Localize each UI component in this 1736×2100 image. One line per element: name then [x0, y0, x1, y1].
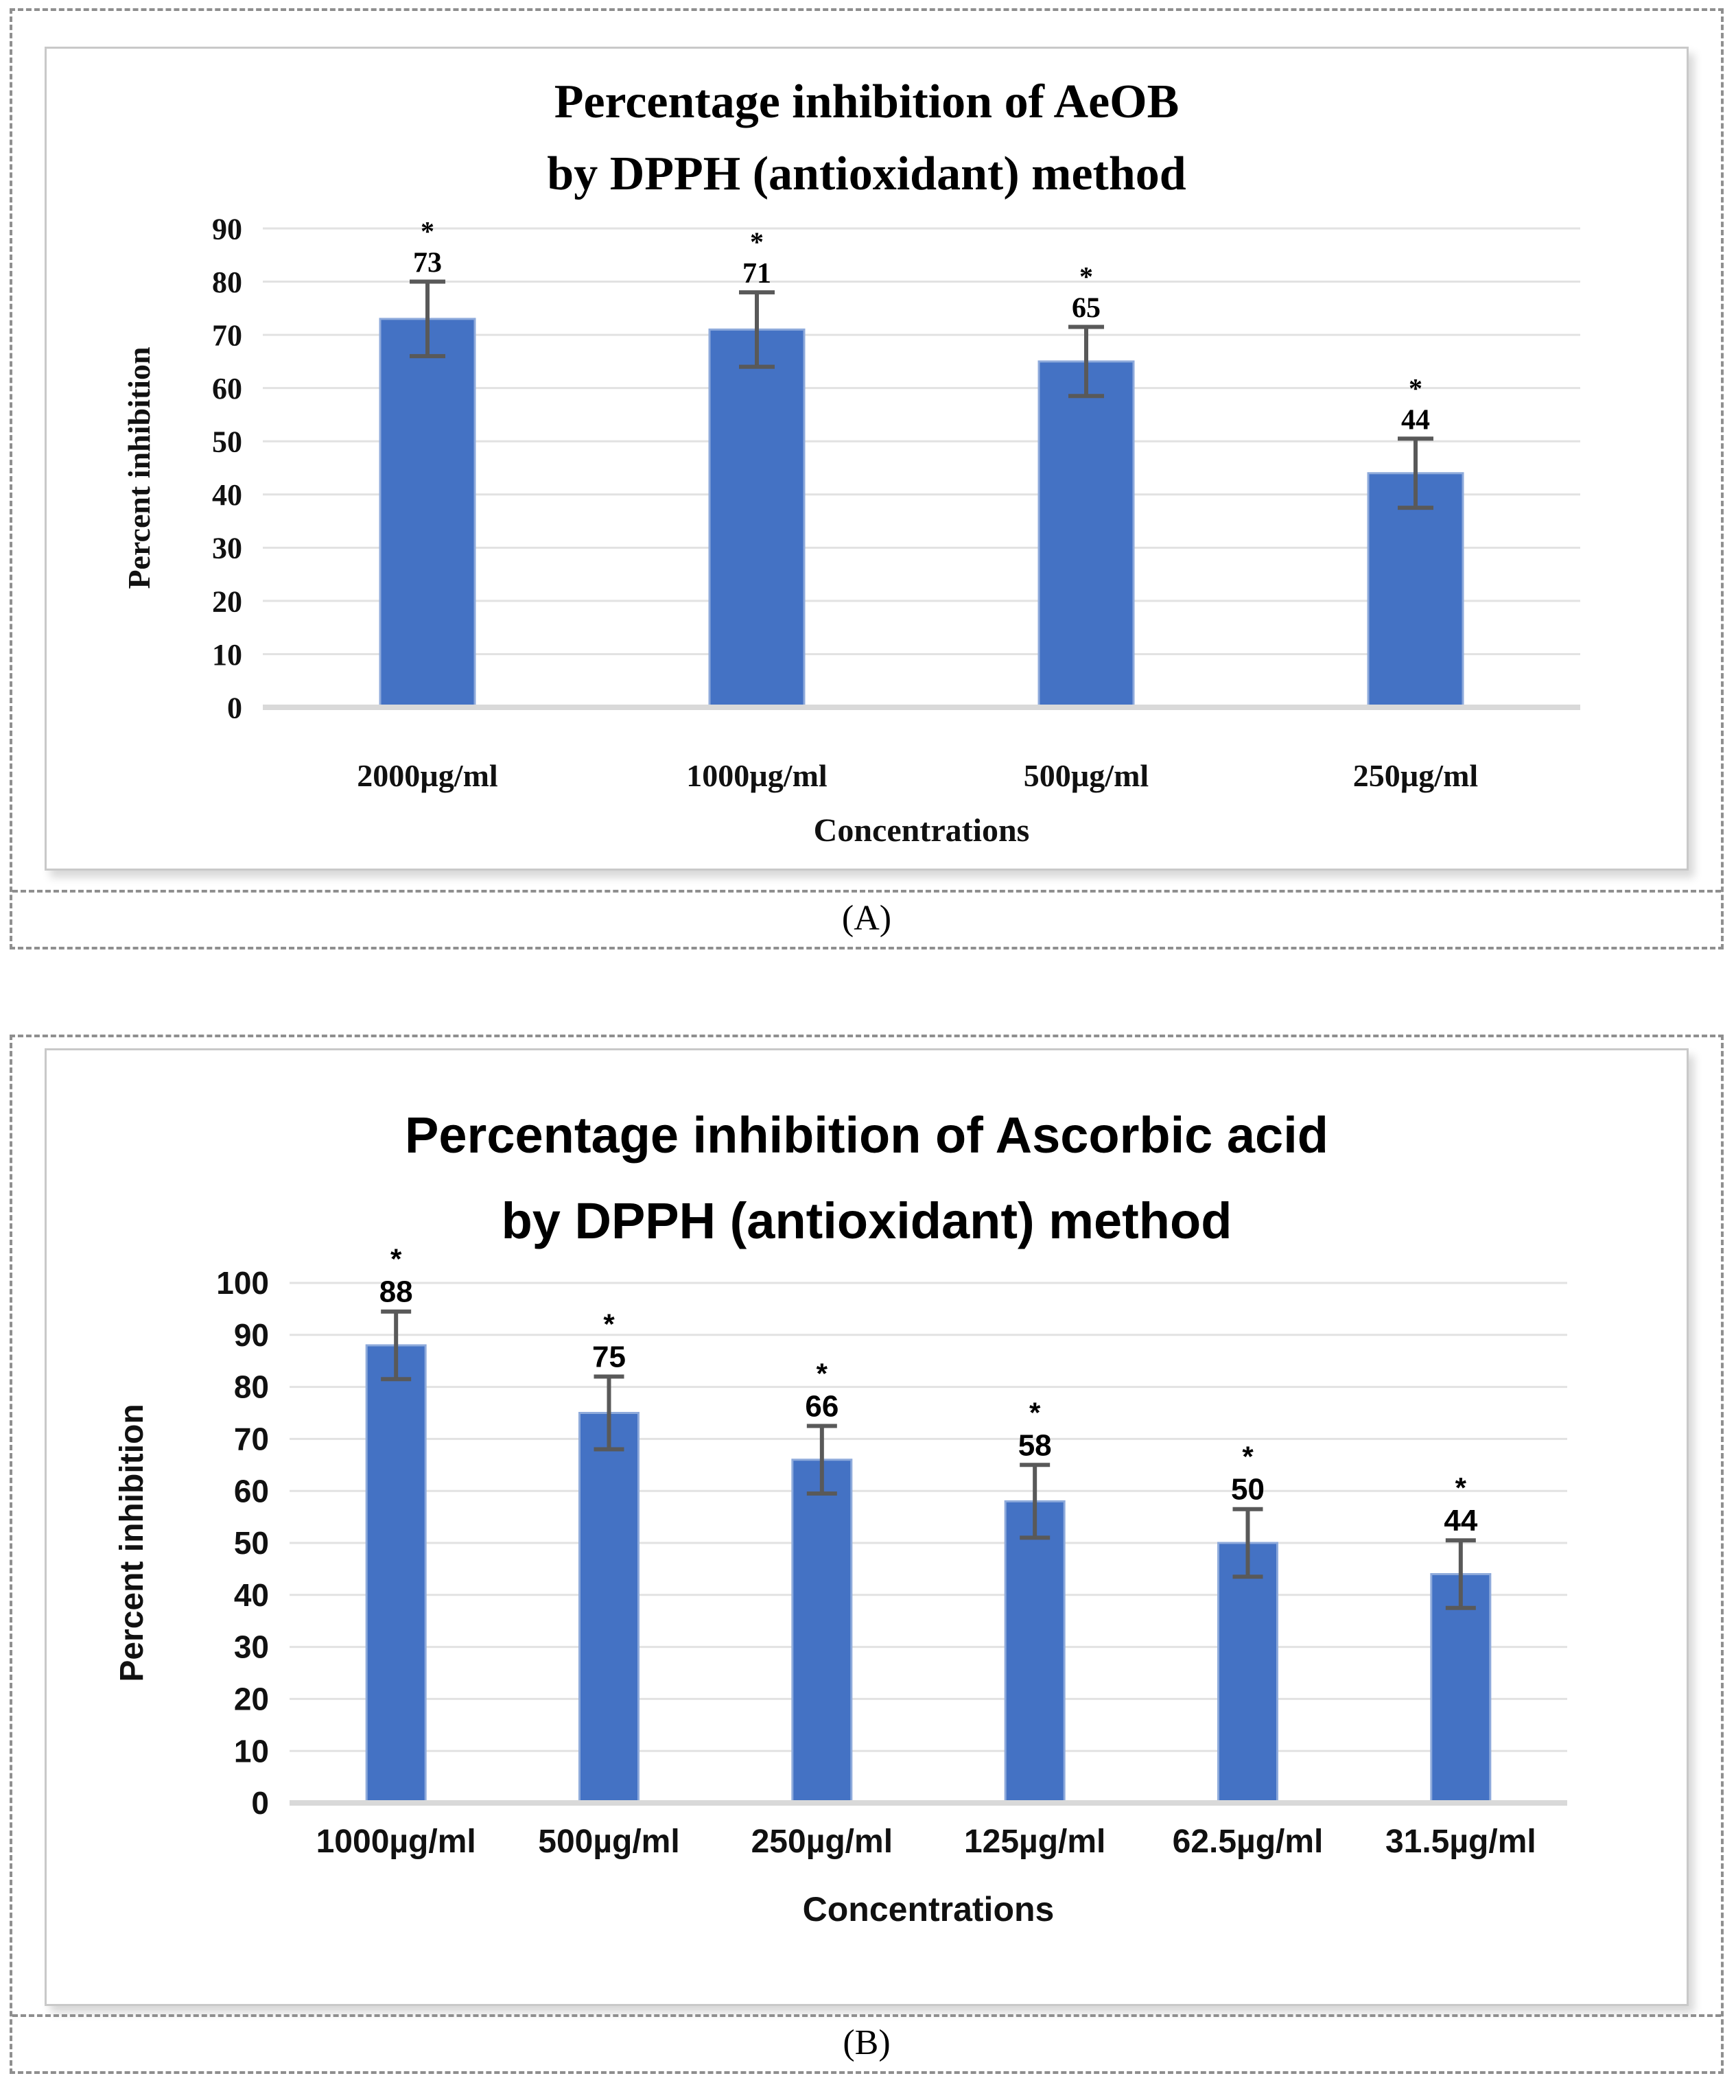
significance-marker: * [1029, 1396, 1041, 1428]
y-tick-label: 40 [234, 1577, 269, 1613]
y-tick-label: 60 [234, 1473, 269, 1509]
y-tick-label: 50 [212, 425, 242, 459]
x-axis-title: Concentrations [814, 812, 1030, 849]
bar-value-label: 71 [742, 258, 771, 290]
bar [379, 318, 476, 709]
x-tick-label: 31.5µg/ml [1385, 1824, 1536, 1860]
chart-title-line2: by DPPH (antioxidant) method [502, 1192, 1232, 1249]
y-tick-label: 90 [234, 1317, 269, 1353]
x-tick-label: 500µg/ml [538, 1824, 679, 1860]
chart-a-panel: Percentage inhibition of AeOB by DPPH (an… [45, 47, 1689, 871]
x-tick-label: 62.5µg/ml [1173, 1824, 1324, 1860]
x-tick-label: 2000µg/ml [357, 758, 497, 793]
bar [1430, 1572, 1492, 1804]
bar-value-label: 58 [1018, 1428, 1052, 1462]
x-tick-label: 250µg/ml [751, 1824, 893, 1860]
significance-marker: * [1079, 261, 1093, 292]
y-tick-label: 20 [212, 585, 242, 618]
chart-title-line2: by DPPH (antioxidant) method [547, 148, 1186, 200]
y-tick-label: 70 [212, 319, 242, 353]
x-tick-label: 1000µg/ml [316, 1824, 476, 1860]
bar-value-label: 65 [1072, 292, 1101, 324]
y-tick-label: 30 [212, 532, 242, 565]
y-tick-label: 0 [251, 1785, 269, 1821]
panel-a-caption: (A) [12, 890, 1721, 947]
bar-value-label: 73 [413, 248, 442, 279]
bar [365, 1344, 427, 1804]
bar-value-label: 44 [1401, 404, 1430, 436]
significance-marker: * [603, 1308, 615, 1340]
chart-b-panel: Percentage inhibition of Ascorbic acid by… [45, 1048, 1689, 2006]
bar [708, 328, 806, 709]
y-axis-title: Percent inhibition [114, 1404, 150, 1682]
bar [578, 1412, 640, 1804]
y-tick-label: 100 [216, 1265, 269, 1301]
figure-panel-b: Percentage inhibition of Ascorbic acid by… [10, 1035, 1724, 2074]
chart-title-line1: Percentage inhibition of AeOB [554, 75, 1180, 128]
significance-marker: * [390, 1243, 402, 1275]
bar [1217, 1542, 1278, 1804]
significance-marker: * [1455, 1472, 1467, 1504]
y-tick-label: 50 [234, 1525, 269, 1561]
chart-title-line1: Percentage inhibition of Ascorbic acid [405, 1107, 1328, 1164]
bar [1037, 360, 1135, 709]
y-tick-label: 60 [212, 372, 242, 405]
bar [791, 1459, 853, 1804]
significance-marker: * [1242, 1441, 1254, 1473]
x-axis-title: Concentrations [803, 1890, 1055, 1928]
figure-panel-a: Percentage inhibition of AeOB by DPPH (an… [10, 8, 1724, 949]
y-tick-label: 80 [212, 266, 242, 299]
x-tick-label: 125µg/ml [964, 1824, 1105, 1860]
y-tick-label: 90 [212, 212, 242, 246]
chart-a-bar-chart: Percentage inhibition of AeOB by DPPH (an… [121, 75, 1580, 849]
bar [1004, 1500, 1066, 1804]
y-tick-label: 10 [234, 1733, 269, 1769]
bar-value-label: 75 [592, 1340, 626, 1373]
y-tick-label: 40 [212, 478, 242, 512]
y-tick-label: 30 [234, 1629, 269, 1665]
y-tick-label: 70 [234, 1421, 269, 1457]
x-tick-label: 1000µg/ml [686, 758, 827, 793]
bar-value-label: 88 [379, 1275, 413, 1309]
bar-value-label: 50 [1231, 1473, 1265, 1507]
significance-marker: * [750, 226, 764, 257]
y-axis-title: Percent inhibition [121, 346, 156, 589]
significance-marker: * [1409, 373, 1422, 403]
significance-marker: * [817, 1357, 828, 1389]
x-tick-label: 250µg/ml [1353, 758, 1478, 793]
y-tick-label: 10 [212, 638, 242, 672]
y-tick-label: 80 [234, 1369, 269, 1405]
bar-value-label: 44 [1444, 1504, 1477, 1537]
significance-marker: * [421, 216, 434, 247]
bar [1367, 472, 1464, 709]
y-tick-label: 0 [227, 691, 242, 724]
x-tick-label: 500µg/ml [1024, 758, 1149, 793]
y-tick-label: 20 [234, 1682, 269, 1717]
chart-b-bar-chart: Percentage inhibition of Ascorbic acid by… [114, 1107, 1567, 1928]
bar-value-label: 66 [805, 1389, 838, 1423]
panel-b-caption: (B) [12, 2014, 1721, 2071]
